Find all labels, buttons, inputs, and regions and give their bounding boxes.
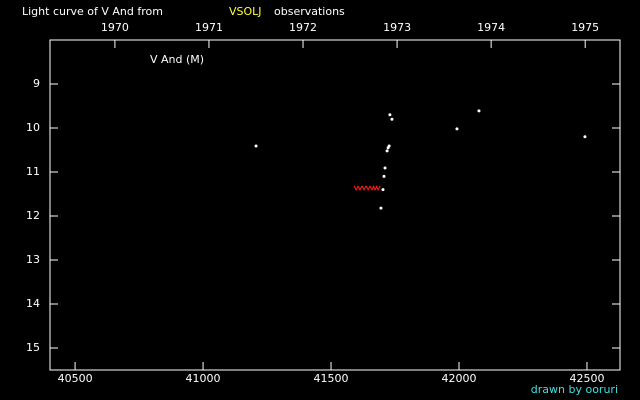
title-suffix: observations xyxy=(274,5,345,18)
point xyxy=(385,149,389,153)
point xyxy=(388,113,392,117)
point xyxy=(583,135,587,139)
x2-tick-label: 1972 xyxy=(289,21,317,34)
x-tick-label: 41000 xyxy=(186,372,221,385)
point xyxy=(386,146,390,150)
fainter-point xyxy=(357,185,363,191)
x2-tick-label: 1973 xyxy=(383,21,411,34)
star-label: V And (M) xyxy=(150,53,204,66)
point xyxy=(455,127,459,131)
y-tick-label: 9 xyxy=(33,77,40,90)
point xyxy=(477,109,481,113)
chart-title: Light curve of V And from xyxy=(22,5,163,18)
x-tick-label: 41500 xyxy=(314,372,349,385)
x-tick-label: 42000 xyxy=(442,372,477,385)
point xyxy=(383,166,387,170)
title-source: VSOLJ xyxy=(229,5,262,18)
y-tick-label: 11 xyxy=(26,165,40,178)
fainter-point xyxy=(375,185,381,191)
point xyxy=(381,188,385,192)
fainter-point xyxy=(365,185,371,191)
credit: drawn by ooruri xyxy=(531,383,618,396)
fainter-point xyxy=(353,185,359,191)
point xyxy=(382,174,386,178)
x2-tick-label: 1971 xyxy=(195,21,223,34)
y-tick-label: 15 xyxy=(26,341,40,354)
plot-frame xyxy=(49,39,621,371)
x-tick-label: 40500 xyxy=(58,372,93,385)
point xyxy=(379,206,383,210)
x-tick-label: 42500 xyxy=(569,372,604,385)
y-tick-label: 12 xyxy=(26,209,40,222)
fainter-point xyxy=(361,185,367,191)
point xyxy=(254,144,258,148)
point xyxy=(390,117,394,121)
y-tick-label: 10 xyxy=(26,121,40,134)
x2-tick-label: 1970 xyxy=(101,21,129,34)
x2-tick-label: 1975 xyxy=(571,21,599,34)
y-tick-label: 13 xyxy=(26,253,40,266)
x2-tick-label: 1974 xyxy=(477,21,505,34)
y-tick-label: 14 xyxy=(26,297,40,310)
